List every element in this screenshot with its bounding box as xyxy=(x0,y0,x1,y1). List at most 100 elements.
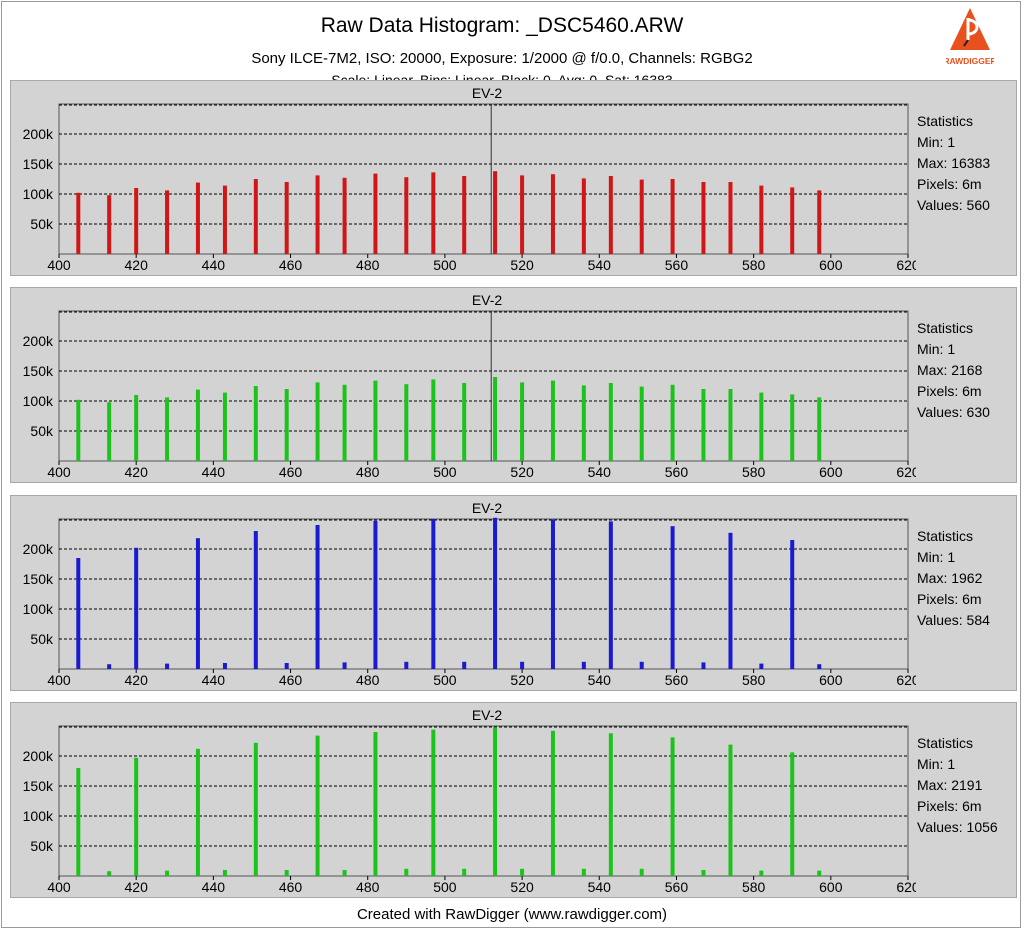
ev-label: EV-2 xyxy=(471,292,503,308)
histogram-bar xyxy=(608,383,613,461)
logo-text: RAWDIGGER xyxy=(946,56,994,66)
x-tick-label: 400 xyxy=(47,672,71,688)
histogram-bar xyxy=(670,526,675,669)
stat-values: Values: 560 xyxy=(917,197,990,213)
x-tick-label: 520 xyxy=(510,879,534,895)
plot-frame xyxy=(58,310,909,462)
stat-pixels: Pixels: 6m xyxy=(917,798,982,814)
histogram-bar xyxy=(253,742,258,876)
y-tick-label: 200k xyxy=(23,541,54,557)
histogram-bar xyxy=(195,538,200,669)
histogram-panel-g2: EV-2 50k 100k 150k 200k 400 420 440 460 480 500 520… xyxy=(10,702,1017,898)
histogram-bar xyxy=(222,663,227,669)
statistics-box: Statistics Min: 1 Max: 16383 Pixels: 6m Valu… xyxy=(917,111,990,216)
histogram-bar xyxy=(462,868,467,876)
x-tick-label: 560 xyxy=(665,257,689,273)
stat-pixels: Pixels: 6m xyxy=(917,383,982,399)
statistics-heading: Statistics xyxy=(917,113,974,129)
histogram-bar xyxy=(342,870,347,876)
y-tick-label: 50k xyxy=(30,631,54,647)
histogram-bar xyxy=(165,190,170,254)
histogram-bar xyxy=(493,727,498,876)
x-tick-label: 420 xyxy=(125,257,149,273)
x-tick-label: 580 xyxy=(742,879,766,895)
histogram-bar xyxy=(253,179,258,254)
x-tick-label: 460 xyxy=(279,879,303,895)
histogram-bar xyxy=(790,540,795,669)
histogram-bar xyxy=(373,173,378,254)
histogram-bar xyxy=(134,757,139,876)
y-tick-label: 100k xyxy=(23,601,54,617)
histogram-bar xyxy=(431,172,436,254)
x-tick-label: 500 xyxy=(433,257,457,273)
histogram-bar xyxy=(550,174,555,254)
histogram-bar xyxy=(670,737,675,876)
histogram-bar xyxy=(493,171,498,254)
histogram-panel-g: EV-2 50k 100k 150k 200k 400 420 440 460 480 500 520… xyxy=(10,287,1017,483)
statistics-heading: Statistics xyxy=(917,320,974,336)
x-tick-label: 440 xyxy=(202,879,226,895)
histogram-plot: 50k 100k 150k 200k 400 420 440 460 480 500 520 540 5… xyxy=(23,725,916,895)
histogram-bar xyxy=(165,663,170,669)
histogram-bar xyxy=(107,664,112,669)
stat-values: Values: 1056 xyxy=(917,819,998,835)
y-tick-label: 50k xyxy=(30,216,54,232)
x-tick-label: 560 xyxy=(665,672,689,688)
histogram-bar xyxy=(701,389,706,461)
histogram-bar xyxy=(520,175,525,254)
x-tick-label: 600 xyxy=(819,257,843,273)
histogram-bar xyxy=(759,185,764,254)
histogram-bar xyxy=(759,663,764,669)
plot-frame xyxy=(58,518,909,670)
x-tick-label: 440 xyxy=(202,672,226,688)
x-tick-label: 440 xyxy=(202,464,226,480)
histogram-bar xyxy=(431,379,436,461)
chart-subtitle: Sony ILCE-7M2, ISO: 20000, Exposure: 1/2… xyxy=(251,50,753,67)
histogram-bar xyxy=(520,868,525,876)
histogram-bar xyxy=(639,386,644,461)
chart-title: Raw Data Histogram: _DSC5460.ARW xyxy=(320,14,684,37)
histogram-bar xyxy=(253,531,258,669)
x-tick-label: 400 xyxy=(47,464,71,480)
histogram-bar xyxy=(222,392,227,461)
histogram-bar xyxy=(550,730,555,876)
histogram-bar xyxy=(759,392,764,461)
x-tick-label: 580 xyxy=(742,464,766,480)
x-tick-label: 540 xyxy=(588,464,612,480)
histogram-bar xyxy=(581,661,586,669)
x-tick-label: 560 xyxy=(665,879,689,895)
x-tick-label: 520 xyxy=(510,257,534,273)
histogram-bar xyxy=(728,182,733,254)
histogram-bar xyxy=(134,395,139,461)
statistics-heading: Statistics xyxy=(917,735,974,751)
x-tick-label: 540 xyxy=(588,879,612,895)
histogram-bar xyxy=(817,664,822,669)
histogram-bar xyxy=(790,187,795,254)
rawdigger-logo: RAWDIGGER xyxy=(946,8,994,66)
histogram-bar xyxy=(670,384,675,461)
x-tick-label: 420 xyxy=(125,672,149,688)
stat-max: Max: 2168 xyxy=(917,362,983,378)
histogram-bar xyxy=(790,752,795,876)
histogram-bar xyxy=(701,870,706,876)
statistics-box: Statistics Min: 1 Max: 1962 Pixels: 6m Value… xyxy=(917,526,990,631)
y-tick-label: 100k xyxy=(23,393,54,409)
histogram-bar xyxy=(817,397,822,461)
histogram-bar xyxy=(373,732,378,876)
histogram-plot: 50k 100k 150k 200k 400 420 440 460 480 500 520 540 5… xyxy=(23,310,916,480)
histogram-bar xyxy=(195,748,200,876)
histogram-bar xyxy=(431,519,436,669)
y-tick-label: 150k xyxy=(23,571,54,587)
histogram-bar xyxy=(493,377,498,461)
histogram-bar xyxy=(608,521,613,669)
histogram-bar xyxy=(817,190,822,254)
histogram-bar xyxy=(462,176,467,254)
histogram-bar xyxy=(608,176,613,254)
histogram-bar xyxy=(315,525,320,669)
ev-label: EV-2 xyxy=(471,707,503,723)
histogram-bar xyxy=(790,394,795,461)
stat-min: Min: 1 xyxy=(917,549,956,565)
y-tick-label: 150k xyxy=(23,363,54,379)
histogram-bar xyxy=(373,380,378,461)
